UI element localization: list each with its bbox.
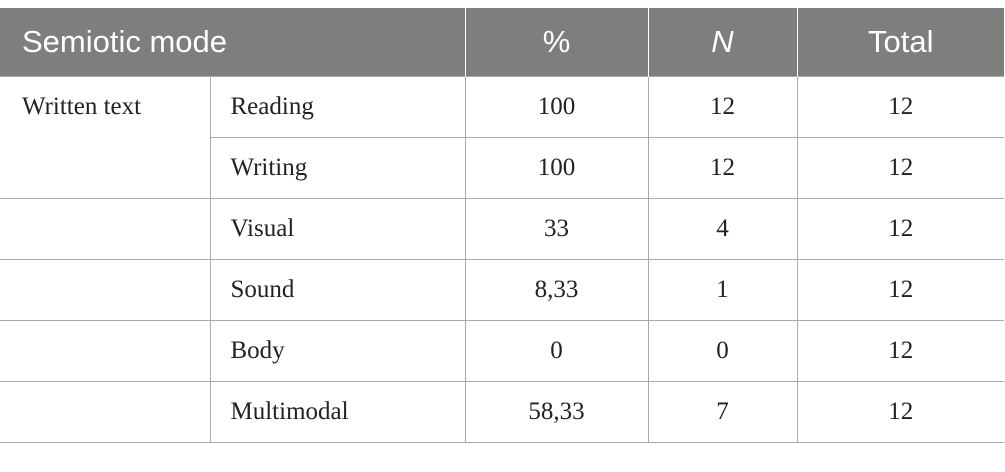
sub-mode-cell: Visual <box>209 198 466 260</box>
mode-cell-empty <box>0 259 211 321</box>
n-cell: 1 <box>647 259 798 321</box>
header-semiotic-mode: Semiotic mode <box>0 8 466 77</box>
header-row: Semiotic mode % N Total <box>0 8 1004 77</box>
table-row: Writing 100 12 12 <box>0 137 1004 199</box>
total-cell: 12 <box>796 381 1004 443</box>
percent-cell: 58,33 <box>464 381 649 443</box>
sub-mode-cell: Multimodal <box>209 381 466 443</box>
table-row: Body 0 0 12 <box>0 320 1004 382</box>
header-n: N <box>647 8 798 77</box>
sub-mode-cell: Sound <box>209 259 466 321</box>
data-table: Semiotic mode % N Total Written text Rea… <box>0 8 1004 443</box>
total-cell: 12 <box>796 320 1004 382</box>
sub-mode-cell: Body <box>209 320 466 382</box>
percent-cell: 33 <box>464 198 649 260</box>
mode-cell-empty <box>0 198 211 260</box>
percent-cell: 8,33 <box>464 259 649 321</box>
total-cell: 12 <box>796 76 1004 138</box>
total-cell: 12 <box>796 198 1004 260</box>
sub-mode-cell: Writing <box>209 137 466 199</box>
table-row: Written text Reading 100 12 12 <box>0 76 1004 199</box>
n-cell: 4 <box>647 198 798 260</box>
mode-cell-written-text: Written text <box>0 76 211 199</box>
sub-mode-cell: Reading <box>209 76 466 138</box>
header-percent: % <box>464 8 649 77</box>
table-row: Multimodal 58,33 7 12 <box>0 381 1004 443</box>
table-row: Sound 8,33 1 12 <box>0 259 1004 321</box>
mode-cell-empty <box>0 320 211 382</box>
header-total: Total <box>796 8 1004 77</box>
percent-cell: 100 <box>464 137 649 199</box>
n-cell: 0 <box>647 320 798 382</box>
n-cell: 12 <box>647 76 798 138</box>
mode-cell-empty <box>0 381 211 443</box>
percent-cell: 0 <box>464 320 649 382</box>
total-cell: 12 <box>796 259 1004 321</box>
total-cell: 12 <box>796 137 1004 199</box>
semiotic-mode-table: Semiotic mode % N Total Written text Rea… <box>0 8 1005 454</box>
n-cell: 12 <box>647 137 798 199</box>
percent-cell: 100 <box>464 76 649 138</box>
table-row: Visual 33 4 12 <box>0 198 1004 260</box>
n-cell: 7 <box>647 381 798 443</box>
